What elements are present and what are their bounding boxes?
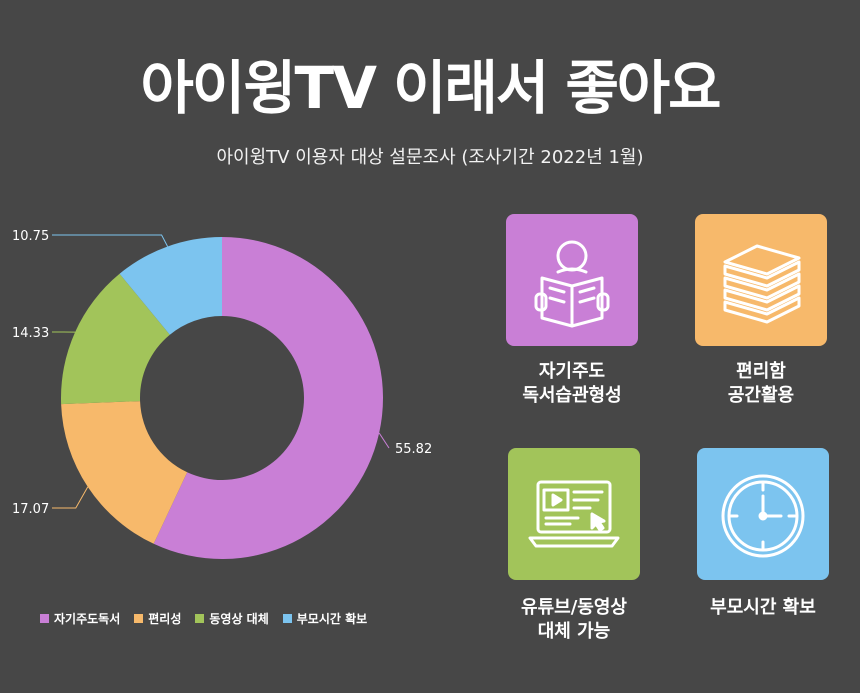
donut-slice (61, 401, 188, 544)
card-label-line: 공간활용 (727, 385, 795, 406)
legend-swatch (195, 614, 205, 623)
legend-swatch (40, 614, 49, 623)
donut-slice (61, 273, 170, 405)
card-label-line: 유튜브/동영상 (521, 597, 627, 618)
data-label: 55.82 (395, 442, 432, 457)
legend-label: 부모시간 확보 (296, 612, 368, 626)
card-label-line: 자기주도 (538, 361, 606, 382)
card-convenience (695, 214, 827, 346)
data-label: 17.07 (12, 502, 49, 517)
legend-label: 동영상 대체 (209, 612, 269, 626)
card-label-line: 독서습관형성 (522, 385, 622, 406)
legend-swatch (282, 614, 292, 623)
clock-icon (721, 474, 805, 558)
card-label-line: 편리함 (736, 361, 786, 382)
leader-line (52, 486, 89, 509)
laptop-video-icon (528, 480, 620, 548)
donut-slice (153, 237, 384, 559)
card-reading-label: 자기주도 독서습관형성 (472, 360, 672, 408)
leader-line (378, 432, 390, 449)
page-subtitle: 아이윙TV 이용자 대상 설문조사 (조사기간 2022년 1월) (216, 147, 644, 168)
card-video (508, 448, 640, 580)
legend-swatch (134, 614, 144, 623)
data-label: 14.33 (12, 326, 49, 341)
legend-item: 부모시간 확보 (282, 610, 368, 627)
book-stack-icon (723, 244, 801, 324)
card-label-line: 부모시간 확보 (710, 597, 816, 618)
leader-line (52, 234, 169, 247)
card-parent-time-label: 부모시간 확보 (663, 596, 860, 620)
legend-item: 동영상 대체 (195, 610, 269, 627)
chart-legend: 자기주도독서 편리성 동영상 대체 부모시간 확보 (40, 610, 367, 627)
legend-label: 자기주도독서 (54, 612, 121, 626)
card-label-line: 대체 가능 (537, 621, 611, 642)
legend-item: 편리성 (134, 610, 181, 627)
card-video-label: 유튜브/동영상 대체 가능 (474, 596, 674, 644)
card-parent-time (697, 448, 829, 580)
data-label: 10.75 (12, 229, 49, 244)
page-title: 아이윙TV 이래서 좋아요 (140, 54, 721, 122)
card-convenience-label: 편리함 공간활용 (661, 360, 860, 408)
reading-person-icon (534, 240, 610, 328)
card-reading (506, 214, 638, 346)
donut-slice (119, 237, 222, 335)
donut-chart: 55.82 17.07 14.33 10.75 (12, 229, 432, 559)
legend-item: 자기주도독서 (40, 610, 120, 627)
legend-label: 편리성 (148, 612, 182, 626)
